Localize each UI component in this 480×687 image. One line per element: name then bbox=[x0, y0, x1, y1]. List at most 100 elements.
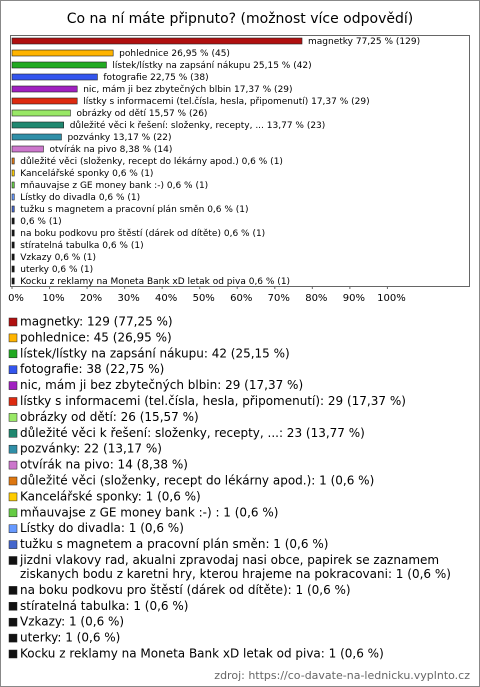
x-tick-label: 40% bbox=[155, 293, 177, 304]
legend-label: Vzkazy: 1 (0,6 %) bbox=[20, 615, 124, 629]
bar-value-label: 0,6 % (1) bbox=[249, 277, 290, 287]
bar-label: nic, mám ji bez zbytečných blbin 17,37 %… bbox=[83, 84, 292, 95]
legend-swatch bbox=[8, 508, 18, 518]
bar-label: důležité věci (složenky, recept do lékár… bbox=[20, 156, 283, 167]
legend-label: magnetky: 129 (77,25 %) bbox=[20, 315, 173, 329]
bar-label: důležité věci k řešení: složenky, recept… bbox=[70, 120, 326, 131]
legend-label: obrázky od dětí: 26 (15,57 %) bbox=[20, 410, 199, 424]
legend-label: Kancelářské sponky: 1 (0,6 %) bbox=[20, 489, 201, 503]
bar bbox=[11, 121, 64, 129]
legend-label: pohlednice: 45 (26,95 %) bbox=[20, 330, 172, 344]
legend-label: stíratelná tabulka: 1 (0,6 %) bbox=[20, 599, 188, 613]
bar-category: obrázky od dětí bbox=[76, 109, 146, 119]
bar-category: lístky s informacemi (tel.čísla, hesla, … bbox=[83, 96, 308, 107]
bar bbox=[11, 157, 15, 165]
legend-swatch bbox=[8, 617, 18, 627]
bar bbox=[11, 169, 15, 177]
bar-label: Kancelářské sponky 0,6 % (1) bbox=[20, 168, 153, 179]
bar-value-label: 25,15 % (42) bbox=[253, 61, 312, 71]
legend-swatch bbox=[8, 413, 18, 422]
bar bbox=[11, 193, 15, 201]
bar bbox=[11, 109, 71, 117]
bar-label: stíratelná tabulka 0,6 % (1) bbox=[20, 241, 143, 251]
x-tick-label: 80% bbox=[305, 293, 327, 304]
x-tick-label: 90% bbox=[343, 293, 365, 304]
bar-label: fotografie 22,75 % (38) bbox=[103, 73, 208, 83]
legend-label: uterky: 1 (0,6 %) bbox=[20, 631, 120, 645]
bar-value-label: 0,6 % (1) bbox=[99, 193, 140, 203]
bar-value-label: 0,6 % (1) bbox=[112, 169, 153, 179]
x-tick-label: 20% bbox=[80, 293, 102, 304]
legend-swatch bbox=[8, 649, 18, 659]
bar bbox=[11, 61, 107, 69]
x-tick-label: 60% bbox=[230, 293, 252, 304]
legend-swatch bbox=[8, 397, 18, 406]
legend-label: pozvánky: 22 (13,17 %) bbox=[20, 442, 162, 456]
legend-label: jizdni vlakovy rad, akualni zpravodaj na… bbox=[19, 553, 439, 567]
bar bbox=[11, 37, 303, 45]
bar-label: 0,6 % (1) bbox=[20, 217, 61, 227]
bar-category: uterky bbox=[20, 265, 49, 275]
bar bbox=[11, 133, 62, 141]
bar-category: Lístky do divadla bbox=[20, 193, 96, 203]
bar-value-label: 17,37 % (29) bbox=[311, 97, 370, 107]
bar-label: pohlednice 26,95 % (45) bbox=[119, 49, 230, 59]
bar-value-label: 0,6 % (1) bbox=[52, 265, 93, 275]
bar-value-label: 17,37 % (29) bbox=[234, 85, 293, 95]
legend-swatch bbox=[8, 444, 18, 454]
bar-category: tužku s magnetem a pracovní plán směn bbox=[20, 205, 204, 215]
bar-label: Vzkazy 0,6 % (1) bbox=[20, 253, 96, 263]
bar-category: Kocku z reklamy na Moneta Bank xD letak … bbox=[20, 277, 246, 287]
legend-label: důležité věci k řešení: složenky, recept… bbox=[20, 426, 365, 440]
bar-label: na boku podkovu pro štěstí (dárek od dít… bbox=[20, 228, 265, 239]
bar-label: uterky 0,6 % (1) bbox=[20, 265, 93, 275]
bar-label: obrázky od dětí 15,57 % (26) bbox=[76, 109, 207, 119]
legend-label: ziskanych bodu z karetni hry, kterou hra… bbox=[20, 567, 451, 581]
legend-swatch bbox=[8, 602, 18, 611]
legend-swatch bbox=[8, 349, 18, 359]
x-tick-label: 100% bbox=[377, 293, 406, 304]
source: zdroj: https://co-davate-na-lednicku.vyp… bbox=[214, 669, 470, 682]
legend-swatch bbox=[8, 381, 18, 390]
legend-label: nic, mám ji bez zbytečných blbin: 29 (17… bbox=[20, 378, 303, 392]
bar bbox=[11, 205, 15, 213]
bar-value-label: 0,6 % (1) bbox=[224, 229, 265, 239]
bar-label: Kocku z reklamy na Moneta Bank xD letak … bbox=[20, 277, 290, 287]
bar-category: lístek/lístky na zapsání nákupu bbox=[112, 61, 250, 71]
bar-value-label: 22,75 % (38) bbox=[150, 73, 209, 83]
legend-swatch bbox=[8, 556, 18, 565]
legend-label: tužku s magnetem a pracovní plán směn: 1… bbox=[20, 537, 328, 551]
bar bbox=[11, 97, 78, 105]
legend-swatch bbox=[8, 586, 18, 595]
bar-label: lístky s informacemi (tel.čísla, hesla, … bbox=[83, 96, 369, 107]
bar-category: Vzkazy bbox=[20, 253, 52, 263]
bar-category: důležité věci (složenky, recept do lékár… bbox=[20, 156, 238, 167]
bar bbox=[11, 145, 44, 153]
legend-swatch bbox=[8, 633, 18, 643]
bar bbox=[11, 277, 15, 285]
bar-value-label: 0,6 % (1) bbox=[242, 157, 283, 167]
legend-label: fotografie: 38 (22,75 %) bbox=[20, 362, 164, 376]
bar-category: mňauvajse z GE money bank :-) bbox=[20, 180, 164, 191]
bar bbox=[11, 49, 114, 57]
legend-label: mňauvajse z GE money bank :-) : 1 (0,6 %… bbox=[20, 505, 278, 519]
x-tick-label: 30% bbox=[118, 293, 140, 304]
bar bbox=[11, 73, 98, 81]
legend-swatch bbox=[8, 524, 18, 533]
bar-value-label: 8,38 % (14) bbox=[120, 145, 173, 155]
bar-category: pozvánky bbox=[67, 133, 110, 143]
x-tick-label: 70% bbox=[268, 293, 290, 304]
bar-value-label: 15,57 % (26) bbox=[149, 109, 208, 119]
legend-label: otvírák na pivo: 14 (8,38 %) bbox=[20, 458, 188, 472]
bar-value-label: 0,6 % (1) bbox=[55, 253, 96, 263]
bar-value-label: 26,95 % (45) bbox=[171, 49, 230, 59]
x-tick-label: 0% bbox=[8, 293, 24, 304]
bar-value-label: 77,25 % (129) bbox=[356, 37, 420, 47]
bar-label: Lístky do divadla 0,6 % (1) bbox=[20, 193, 140, 203]
legend-swatch bbox=[8, 333, 18, 343]
bar bbox=[11, 265, 15, 273]
bar-label: pozvánky 13,17 % (22) bbox=[67, 133, 171, 143]
legend-label: Kocku z reklamy na Moneta Bank xD letak … bbox=[20, 647, 384, 661]
bar-value-label: 13,17 % (22) bbox=[113, 133, 172, 143]
